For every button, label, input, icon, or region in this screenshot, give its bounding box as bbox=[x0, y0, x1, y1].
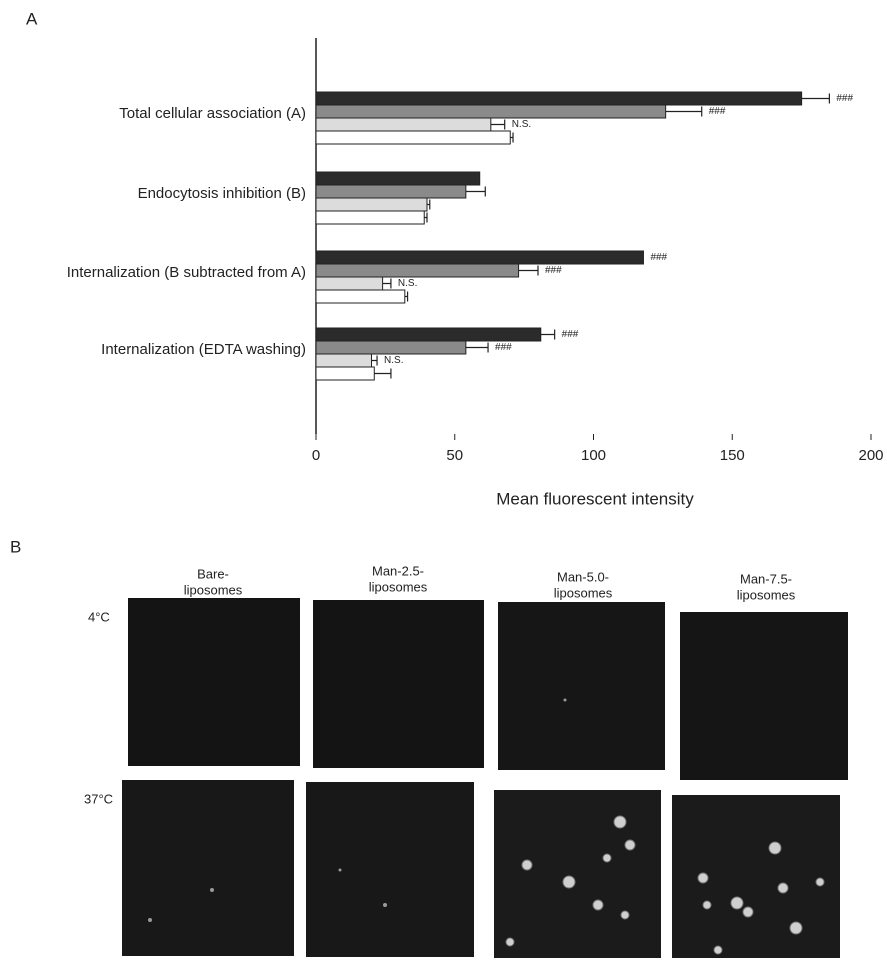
significance-label: ### bbox=[836, 93, 853, 104]
column-label: liposomes bbox=[737, 587, 796, 602]
error-bar bbox=[541, 330, 555, 340]
column-label: Man-2.5- bbox=[372, 563, 424, 578]
significance-label: ### bbox=[562, 329, 579, 340]
x-axis-label: Mean fluorescent intensity bbox=[496, 489, 694, 508]
x-tick-label: 0 bbox=[312, 447, 320, 464]
bar bbox=[316, 172, 480, 185]
significance-label: N.S. bbox=[384, 355, 403, 366]
bar bbox=[316, 264, 519, 277]
x-tick-label: 150 bbox=[720, 447, 745, 464]
micrograph bbox=[306, 782, 474, 957]
significance-label: ### bbox=[545, 265, 562, 276]
micrographs bbox=[122, 598, 848, 958]
column-label: liposomes bbox=[369, 579, 428, 594]
micrograph bbox=[494, 790, 661, 958]
column-label: Bare- bbox=[197, 566, 229, 581]
bar bbox=[316, 290, 405, 303]
micrograph bbox=[498, 602, 665, 770]
micrograph bbox=[128, 598, 300, 766]
bar bbox=[316, 211, 424, 224]
category-label: Internalization (EDTA washing) bbox=[101, 341, 306, 358]
error-bar bbox=[372, 356, 378, 366]
error-bar bbox=[666, 107, 702, 117]
bar bbox=[316, 105, 666, 118]
bar bbox=[316, 251, 643, 264]
panel-label: A bbox=[26, 9, 38, 28]
significance-label: ### bbox=[495, 342, 512, 353]
significance-label: ### bbox=[650, 252, 667, 263]
column-label: liposomes bbox=[184, 582, 243, 597]
panel-label: B bbox=[10, 537, 21, 556]
significance-label: N.S. bbox=[398, 278, 417, 289]
significance-label: ### bbox=[709, 106, 726, 117]
micrograph bbox=[122, 780, 294, 956]
x-tick-label: 200 bbox=[858, 447, 883, 464]
bar bbox=[316, 198, 427, 211]
error-bar bbox=[466, 187, 485, 197]
column-label: Man-7.5- bbox=[740, 571, 792, 586]
significance-label: N.S. bbox=[512, 119, 531, 130]
bar bbox=[316, 185, 466, 198]
column-label: Man-5.0- bbox=[557, 569, 609, 584]
figure: A B Mean fluorescent intensity 0 50 100 150… bbox=[0, 0, 887, 963]
bar bbox=[316, 118, 491, 131]
bar bbox=[316, 277, 383, 290]
error-bar bbox=[466, 343, 488, 353]
error-bar bbox=[802, 94, 830, 104]
bar bbox=[316, 341, 466, 354]
bar bbox=[316, 367, 374, 380]
error-bar bbox=[383, 279, 391, 289]
error-bar bbox=[374, 369, 391, 379]
micrograph bbox=[672, 795, 840, 958]
micrograph bbox=[313, 600, 484, 768]
x-tick-label: 100 bbox=[581, 447, 606, 464]
category-label: Endocytosis inhibition (B) bbox=[138, 185, 306, 202]
bar bbox=[316, 328, 541, 341]
row-label: 37°C bbox=[84, 791, 113, 806]
bar bbox=[316, 131, 510, 144]
category-label: Internalization (B subtracted from A) bbox=[67, 264, 306, 281]
category-label: Total cellular association (A) bbox=[119, 105, 306, 122]
x-tick-label: 50 bbox=[446, 447, 463, 464]
bar bbox=[316, 92, 802, 105]
micrograph bbox=[680, 612, 848, 780]
error-bar bbox=[491, 120, 505, 130]
bar bbox=[316, 354, 372, 367]
error-bar bbox=[519, 266, 538, 276]
column-label: liposomes bbox=[554, 585, 613, 600]
row-label: 4°C bbox=[88, 609, 110, 624]
